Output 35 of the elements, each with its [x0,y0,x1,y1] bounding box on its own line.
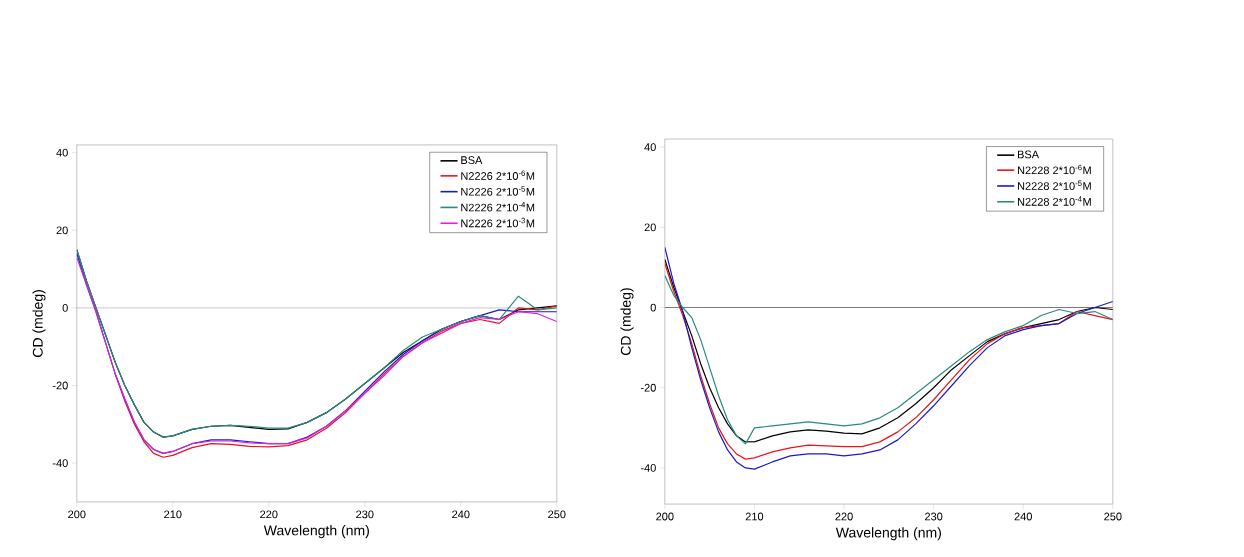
y-axis-title: CD (mdeg) [620,288,634,356]
x-tick-label: 240 [452,510,470,519]
x-axis-title: Wavelength (nm) [835,527,941,541]
y-axis-title: CD (mdeg) [32,290,46,357]
legend-label: N2226 2*10$^{-6}$M [461,170,535,180]
x-tick-label: 220 [835,512,853,521]
y-tick-label: 40 [56,148,68,157]
y-tick-label: -40 [640,464,656,472]
legend-label: N2228 2*10$^{-6}$M [1017,164,1091,175]
y-tick-label: -40 [52,459,68,467]
x-axis-title: Wavelength (nm) [263,525,369,539]
y-tick-label: 20 [56,226,68,235]
y-tick-label: -20 [640,383,656,392]
x-tick-label: 200 [656,512,674,521]
legend-label: N2226 2*10$^{-4}$M [461,202,535,212]
x-tick-label: 250 [548,510,566,519]
x-tick-label: 200 [68,510,86,519]
x-tick-label: 220 [260,510,278,519]
legend-label: BSA [1017,150,1040,159]
legend-label: N2226 2*10$^{-5}$M [461,186,535,196]
y-tick-label: 40 [644,143,656,151]
legend-label: BSA [461,156,483,165]
x-tick-label: 210 [164,510,182,519]
y-tick-label: 20 [644,223,656,232]
x-tick-label: 210 [745,512,764,521]
y-tick-label: 0 [62,304,68,312]
x-tick-label: 230 [925,512,943,521]
legend-label: N2228 2*10$^{-5}$M [1017,180,1091,190]
y-tick-label: 0 [650,303,656,312]
legend-label: N2228 2*10$^{-4}$M [1017,196,1091,206]
x-tick-label: 230 [356,510,374,519]
legend-label: N2226 2*10$^{-3}$M [461,217,535,228]
y-tick-label: -20 [52,381,68,390]
x-tick-label: 250 [1104,512,1122,521]
x-tick-label: 240 [1014,512,1032,521]
